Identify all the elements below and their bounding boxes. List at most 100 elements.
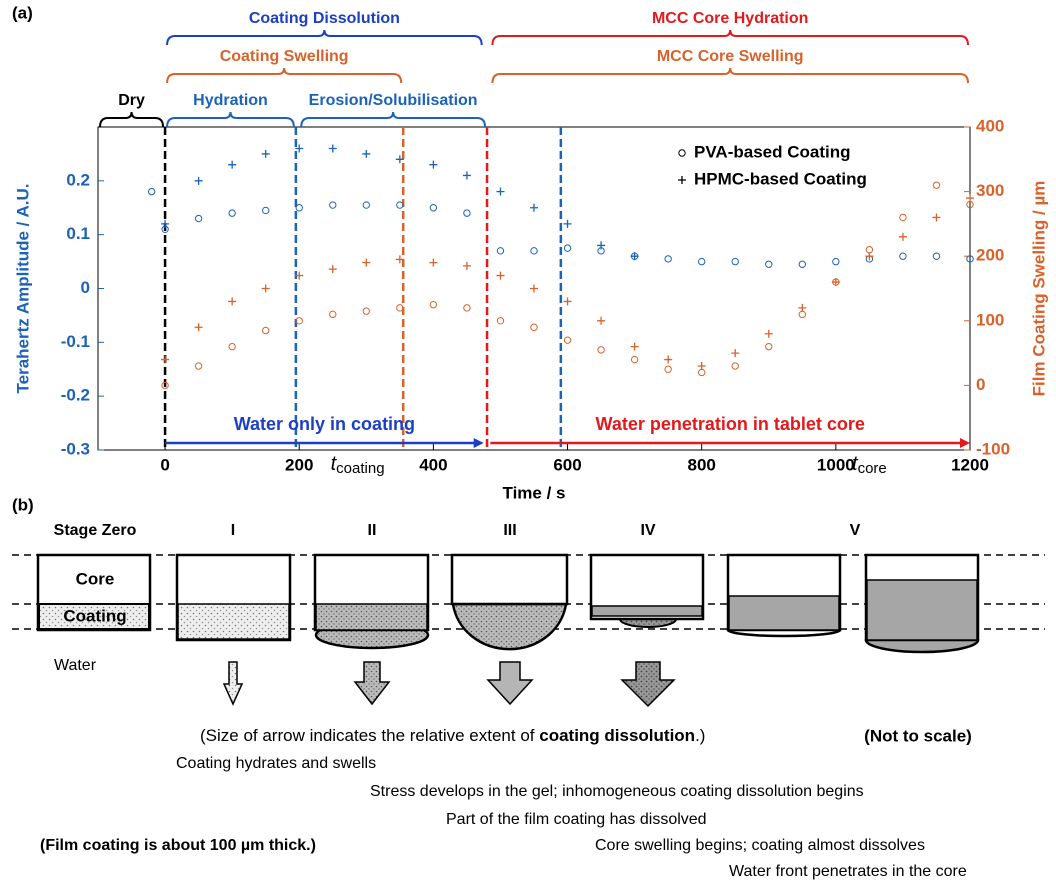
thickness-note: (Film coating is about 100 µm thick.) <box>40 837 316 854</box>
phase-label: MCC Core Hydration <box>652 10 808 27</box>
y2-axis-label: Film Coating Swelling / µm <box>1029 181 1048 397</box>
data-point <box>766 343 772 349</box>
data-point <box>564 337 570 343</box>
data-point <box>330 311 336 317</box>
data-point <box>631 343 639 351</box>
dissolution-arrow <box>224 662 242 704</box>
data-point <box>496 188 504 196</box>
coating-layer <box>178 604 289 639</box>
panel-b: (b) Stage Zero I II III IV V Core Coatin… <box>12 495 1045 880</box>
data-point <box>330 202 336 208</box>
data-point <box>464 305 470 311</box>
arrow-head <box>960 438 970 448</box>
phase-bracket <box>492 30 968 45</box>
data-point <box>899 233 907 241</box>
data-point <box>362 259 370 267</box>
phase-label: MCC Core Swelling <box>657 48 804 65</box>
phase-label: Coating Swelling <box>220 48 349 65</box>
arrow-label: Water only in coating <box>234 414 415 434</box>
panel-label: (b) <box>12 495 34 514</box>
stage-description: Stress develops in the gel; inhomogeneou… <box>370 783 864 800</box>
data-point <box>229 343 235 349</box>
swollen-layer <box>592 606 702 616</box>
stage-label: III <box>503 522 516 539</box>
data-point <box>228 297 236 305</box>
data-point <box>966 194 974 202</box>
data-point <box>866 247 872 253</box>
data-point <box>564 245 570 251</box>
phase-bracket <box>492 68 968 83</box>
y2-tick-label: 300 <box>976 181 1004 200</box>
core-label: Core <box>76 569 115 588</box>
data-point <box>463 171 471 179</box>
data-point <box>464 210 470 216</box>
stage-label: II <box>368 522 377 539</box>
data-point <box>148 188 154 194</box>
time-subscript: core <box>858 460 887 477</box>
data-point <box>933 182 939 188</box>
y-tick-label: -0.1 <box>61 332 90 351</box>
phase-bracket <box>167 112 294 127</box>
phase-label: Hydration <box>193 92 268 109</box>
data-point <box>732 258 738 264</box>
data-point <box>497 248 503 254</box>
data-point <box>530 285 538 293</box>
legend-marker <box>679 150 685 156</box>
data-point <box>765 330 773 338</box>
data-point <box>631 356 637 362</box>
phase-label: Erosion/Solubilisation <box>309 92 478 109</box>
data-point <box>698 258 704 264</box>
data-point <box>161 356 169 364</box>
data-point <box>429 259 437 267</box>
phase-bracket <box>100 112 163 127</box>
scale-note: (Not to scale) <box>864 726 972 745</box>
legend-label: PVA-based Coating <box>694 142 850 161</box>
time-label: tcore <box>852 453 887 477</box>
stage-label: I <box>231 522 235 539</box>
data-point <box>229 210 235 216</box>
data-point <box>832 278 840 286</box>
data-point <box>731 349 739 357</box>
phase-bracket <box>167 68 401 83</box>
data-point <box>598 347 604 353</box>
dissolution-arrow <box>355 662 389 704</box>
y2-tick-label: 200 <box>976 246 1004 265</box>
data-point <box>195 363 201 369</box>
data-point <box>296 205 302 211</box>
data-point <box>329 145 337 153</box>
phase-label: Coating Dissolution <box>249 10 400 27</box>
data-point <box>798 304 806 312</box>
data-point <box>363 202 369 208</box>
y-tick-label: 0.1 <box>66 224 90 243</box>
swollen-core <box>867 580 977 640</box>
y2-tick-label: 400 <box>976 116 1004 135</box>
stage-label: V <box>850 522 861 539</box>
stage-description: Core swelling begins; coating almost dis… <box>595 837 925 854</box>
y-tick-label: -0.3 <box>61 439 90 458</box>
data-point <box>597 317 605 325</box>
x-tick-label: 400 <box>419 455 447 474</box>
stage-description: Part of the film coating has dissolved <box>446 811 707 828</box>
data-point <box>262 327 268 333</box>
figure: (a) 020040060080010001200Time / s-0.3-0.… <box>0 0 1056 886</box>
x-tick-label: 600 <box>553 455 581 474</box>
data-point <box>833 258 839 264</box>
data-point <box>933 253 939 259</box>
panel-label: (a) <box>12 3 33 22</box>
data-point <box>799 261 805 267</box>
x-axis-label: Time / s <box>503 483 566 502</box>
arrow-label: Water penetration in tablet core <box>596 414 865 434</box>
x-tick-label: 800 <box>688 455 716 474</box>
data-point <box>496 272 504 280</box>
data-point <box>429 161 437 169</box>
phase-bracket <box>167 30 482 45</box>
phase-bracket <box>301 112 485 127</box>
x-tick-label: 200 <box>285 455 313 474</box>
data-point <box>530 204 538 212</box>
data-point <box>262 285 270 293</box>
phase-label: Dry <box>118 92 145 109</box>
data-point <box>698 369 704 375</box>
y-tick-label: -0.2 <box>61 386 90 405</box>
data-point <box>900 214 906 220</box>
